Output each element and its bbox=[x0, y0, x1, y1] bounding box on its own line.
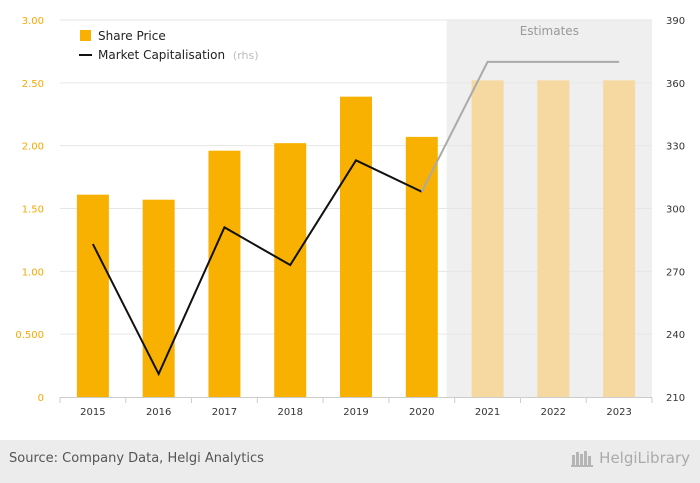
y-left-tick-label: 0 bbox=[38, 393, 44, 404]
x-tick-label: 2017 bbox=[212, 407, 237, 418]
legend-market-cap-name: Market Capitalisation bbox=[98, 48, 225, 62]
combo-chart: Estimates 0 210 0.500 240 1.00 270 1.50 300 2.00… bbox=[15, 16, 685, 418]
y-left-tick-label: 3.00 bbox=[22, 16, 44, 27]
y-left-tick-label: 0.500 bbox=[15, 330, 44, 341]
chart-area: Estimates 0 210 0.500 240 1.00 270 1.50 300 2.00… bbox=[15, 16, 685, 418]
x-tick-label: 2018 bbox=[277, 407, 302, 418]
legend-label-share-price: Share Price bbox=[98, 29, 166, 43]
x-tick-label: 2023 bbox=[606, 407, 631, 418]
y-left-tick-label: 1.50 bbox=[22, 205, 44, 216]
source-note: Source: Company Data, Helgi Analytics bbox=[9, 451, 264, 466]
x-tick-label: 2019 bbox=[343, 407, 368, 418]
line-market-cap bbox=[91, 159, 423, 377]
legend-swatch-share-price bbox=[80, 30, 91, 41]
brand-name: HelgiLibrary bbox=[599, 449, 690, 467]
library-icon bbox=[571, 451, 594, 467]
y-left-tick-label: 2.00 bbox=[22, 142, 44, 153]
bar-share-price bbox=[471, 80, 504, 397]
y-left-tick-label: 2.50 bbox=[22, 79, 44, 90]
footer: Source: Company Data, Helgi Analytics He… bbox=[0, 440, 700, 483]
estimate-label: Estimates bbox=[520, 24, 579, 38]
brand-logo: HelgiLibrary bbox=[571, 449, 690, 467]
y-right-tick-label: 240 bbox=[666, 330, 685, 341]
bar-share-price bbox=[142, 199, 175, 397]
legend-label-market-cap: Market Capitalisation (rhs) bbox=[98, 48, 259, 62]
x-tick-label: 2022 bbox=[541, 407, 566, 418]
bar-share-price bbox=[537, 80, 570, 397]
bar-share-price bbox=[274, 143, 307, 397]
bar-share-price bbox=[208, 150, 241, 397]
x-tick-label: 2016 bbox=[146, 407, 171, 418]
line-market-cap-estimate bbox=[420, 60, 620, 193]
y-right-tick-label: 360 bbox=[666, 79, 685, 90]
y-right-tick-label: 330 bbox=[666, 142, 685, 153]
bar-share-price bbox=[603, 80, 636, 397]
x-tick-label: 2020 bbox=[409, 407, 434, 418]
y-right-tick-label: 390 bbox=[666, 16, 685, 27]
y-right-tick-label: 210 bbox=[666, 393, 685, 404]
legend-market-cap-suffix: (rhs) bbox=[233, 49, 259, 62]
y-right-tick-label: 300 bbox=[666, 205, 685, 216]
y-right-tick-label: 270 bbox=[666, 267, 685, 278]
bar-share-price bbox=[76, 194, 109, 397]
x-tick-label: 2015 bbox=[80, 407, 105, 418]
x-tick-label: 2021 bbox=[475, 407, 500, 418]
y-left-tick-label: 1.00 bbox=[22, 267, 44, 278]
bar-share-price bbox=[340, 96, 372, 397]
bar-share-price bbox=[405, 136, 438, 397]
